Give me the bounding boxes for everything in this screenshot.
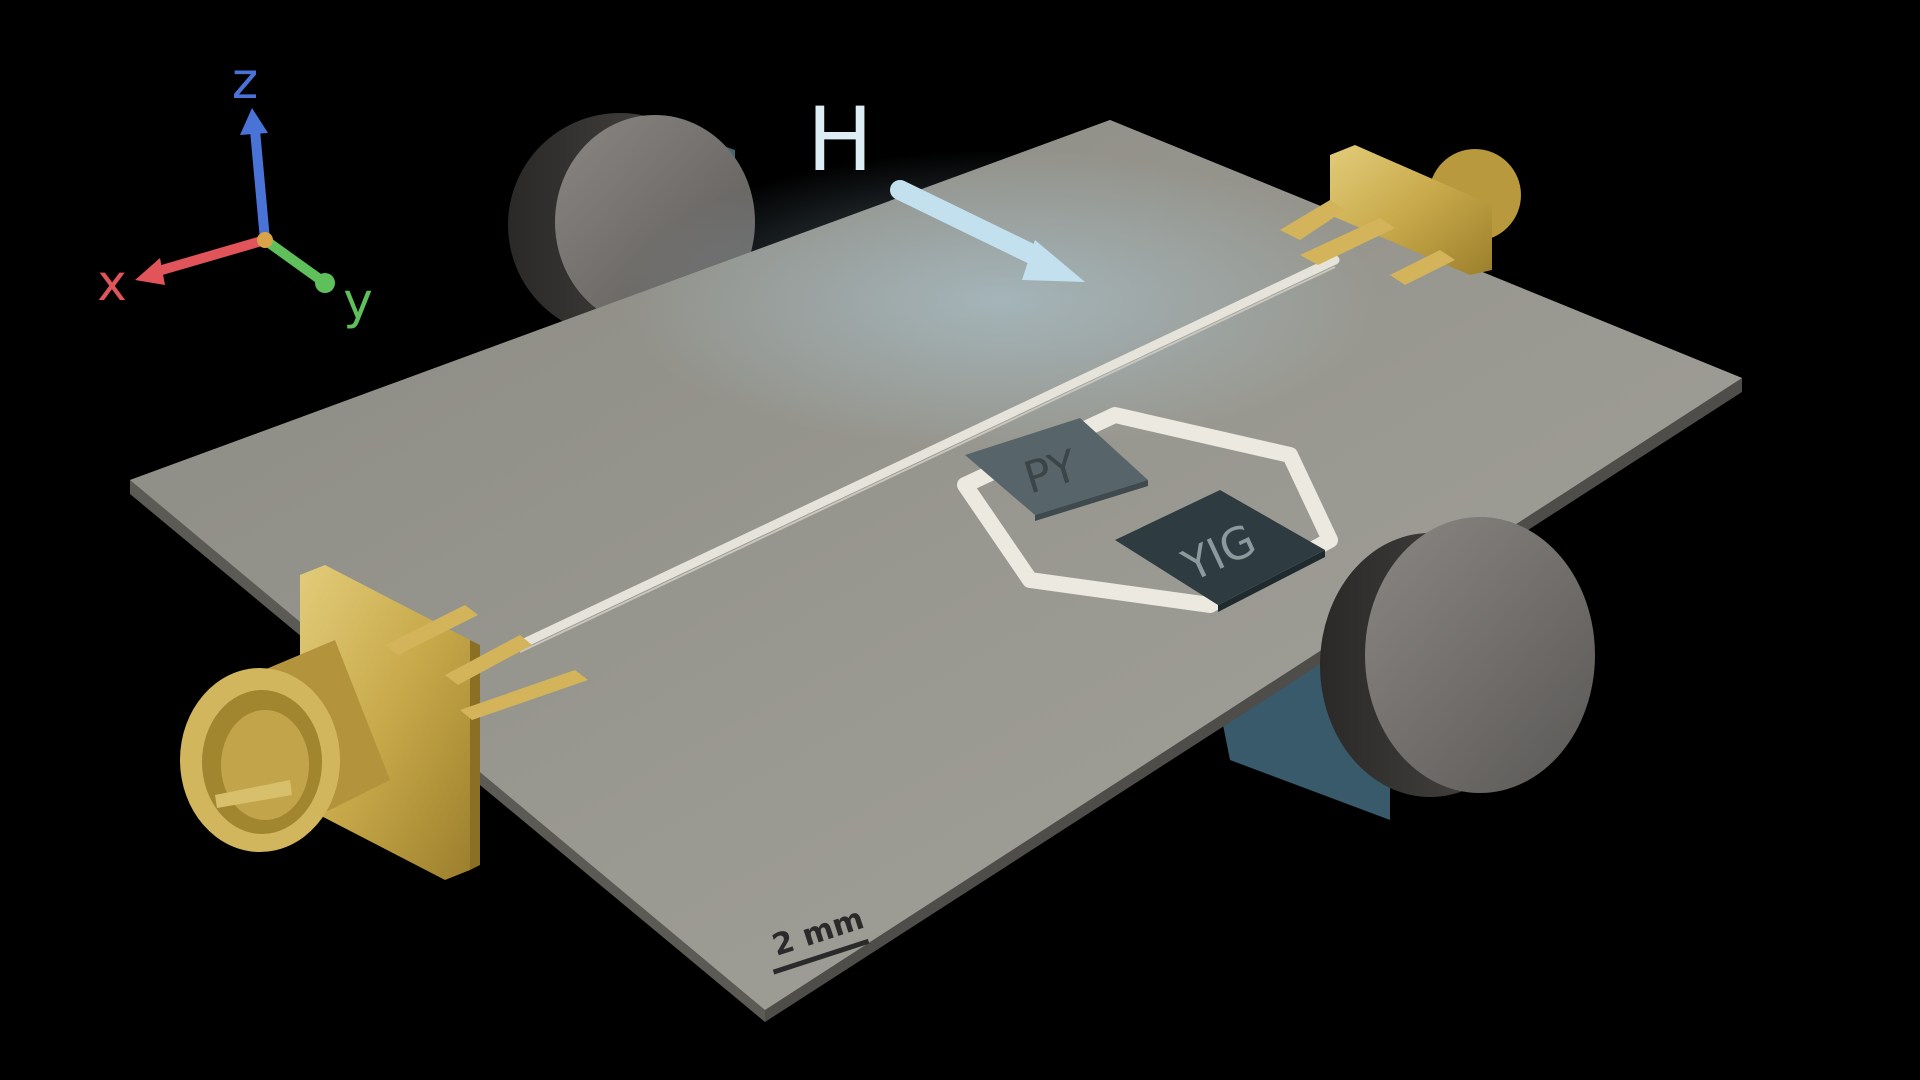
z-axis-arrow bbox=[250, 125, 270, 245]
front-magnet bbox=[1320, 517, 1595, 797]
field-arrow bbox=[890, 180, 1085, 282]
stripline bbox=[515, 255, 1340, 653]
x-axis-label: x bbox=[97, 254, 127, 312]
z-axis-label: z bbox=[232, 52, 258, 110]
field-label: H bbox=[807, 88, 873, 191]
yig-sample bbox=[1115, 490, 1325, 612]
back-connector bbox=[1280, 145, 1521, 285]
substrate-board bbox=[130, 120, 1742, 1022]
x-axis-arrow bbox=[150, 235, 270, 277]
y-axis-arrow bbox=[260, 235, 323, 283]
coordinate-axes bbox=[135, 108, 335, 293]
y-axis-label: y bbox=[343, 272, 373, 330]
scale-bar bbox=[772, 938, 870, 975]
front-connector bbox=[180, 565, 588, 880]
hexagonal-ring bbox=[957, 407, 1338, 613]
py-sample bbox=[965, 418, 1148, 521]
